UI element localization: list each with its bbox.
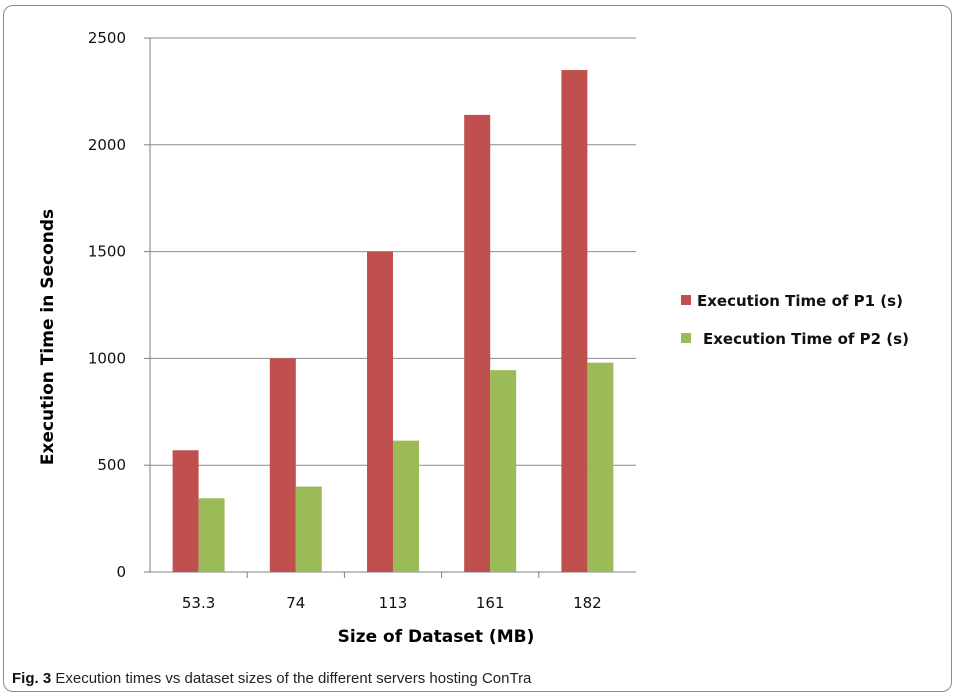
figure-caption: Fig. 3 Execution times vs dataset sizes … (12, 670, 531, 687)
bar-chart: 0 500 1000 1500 2000 2500 53.3 74 113 161 182 Siz… (38, 29, 909, 647)
x-tick-label: 182 (573, 594, 602, 612)
x-tick-label: 113 (379, 594, 408, 612)
legend-swatch-p2 (681, 333, 691, 343)
y-tick-label: 500 (97, 456, 126, 474)
bar-p1 (269, 358, 296, 572)
bar-p2 (393, 440, 419, 572)
bar-p2 (587, 362, 614, 572)
x-tick-label: 53.3 (182, 594, 215, 612)
y-tick-label: 2000 (88, 136, 126, 154)
y-axis-title: Execution Time in Seconds (38, 209, 58, 465)
y-tick-label: 2500 (88, 29, 126, 47)
legend-label-p1: Execution Time of P1 (s) (697, 292, 903, 310)
bar-p1 (172, 450, 199, 572)
y-tick-label: 1000 (88, 349, 126, 367)
bar-p1 (367, 251, 393, 572)
y-tick-labels: 0 500 1000 1500 2000 2500 (88, 29, 126, 581)
legend: Execution Time of P1 (s) Execution Time … (681, 292, 909, 348)
x-tick-label: 161 (476, 594, 505, 612)
caption-text: Execution times vs dataset sizes of the … (55, 670, 532, 687)
x-axis-title: Size of Dataset (MB) (338, 627, 535, 647)
y-tick-label: 0 (116, 563, 126, 581)
bar-p2 (490, 370, 517, 572)
y-tick-label: 1500 (88, 243, 126, 261)
bar-p2 (198, 498, 225, 572)
bar-p1 (561, 70, 588, 572)
bar-p2 (295, 486, 322, 572)
bar-p1 (464, 114, 491, 573)
legend-label-p2: Execution Time of P2 (s) (703, 330, 909, 348)
caption-label: Fig. 3 (12, 670, 52, 687)
gridlines (144, 37, 636, 578)
figure-frame (3, 5, 952, 692)
x-tick-label: 74 (286, 594, 305, 612)
legend-swatch-p1 (681, 295, 691, 305)
x-tick-labels: 53.3 74 113 161 182 (182, 594, 602, 612)
bars (172, 70, 614, 573)
